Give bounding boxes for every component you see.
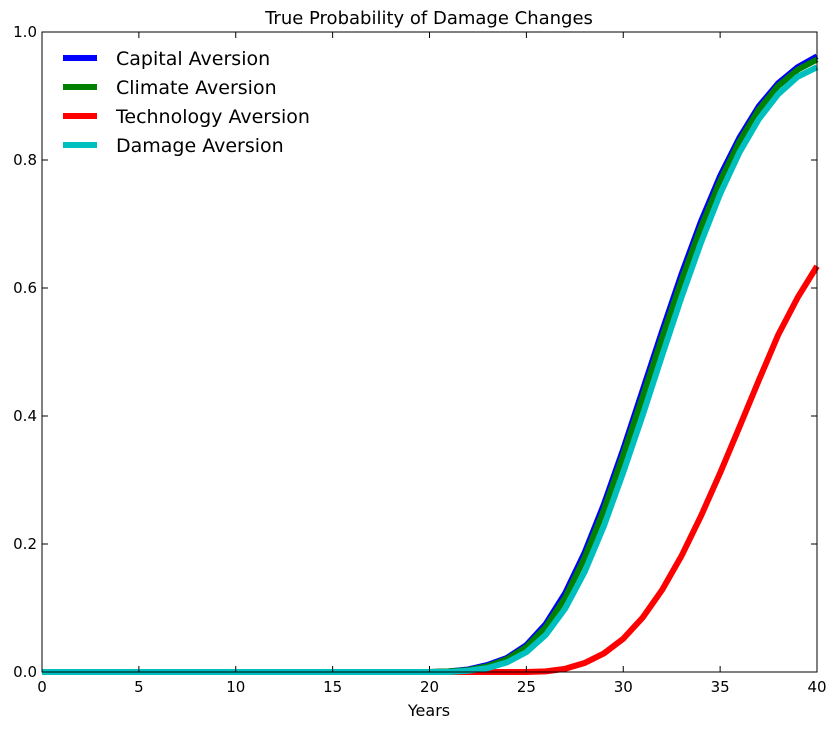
y-tick-label: 0.0 — [13, 663, 37, 681]
legend-label-climate-aversion: Climate Aversion — [116, 77, 277, 99]
legend-label-capital-aversion: Capital Aversion — [116, 48, 270, 70]
series-line-damage-aversion — [42, 64, 819, 675]
x-tick-label: 10 — [226, 678, 245, 696]
x-tick-label: 0 — [37, 678, 47, 696]
x-tick-label: 30 — [614, 678, 633, 696]
ticks-layer: 0 5 10 15 20 25 30 35 40 0.0 0.2 0.4 0.6 0.8 1.0 — [13, 23, 826, 696]
plot-frame — [41, 31, 818, 673]
legend-label-damage-aversion: Damage Aversion — [116, 135, 284, 157]
y-tick-label: 1.0 — [13, 23, 37, 41]
legend-label-technology-aversion: Technology Aversion — [115, 106, 310, 128]
x-tick-label: 20 — [420, 678, 439, 696]
chart-title: True Probability of Damage Changes — [264, 8, 593, 29]
series-line-technology-aversion — [42, 264, 820, 675]
x-tick-label: 25 — [517, 678, 536, 696]
x-tick-label: 5 — [134, 678, 144, 696]
x-tick-label: 35 — [711, 678, 730, 696]
legend: Capital Aversion Climate Aversion Technolo… — [63, 48, 310, 157]
y-tick-label: 0.6 — [13, 279, 37, 297]
x-tick-label: 15 — [323, 678, 342, 696]
y-tick-label: 0.2 — [13, 535, 37, 553]
x-axis-label: Years — [407, 701, 450, 720]
y-tick-label: 0.8 — [13, 151, 37, 169]
y-tick-label: 0.4 — [13, 407, 37, 425]
x-tick-label: 40 — [807, 678, 826, 696]
